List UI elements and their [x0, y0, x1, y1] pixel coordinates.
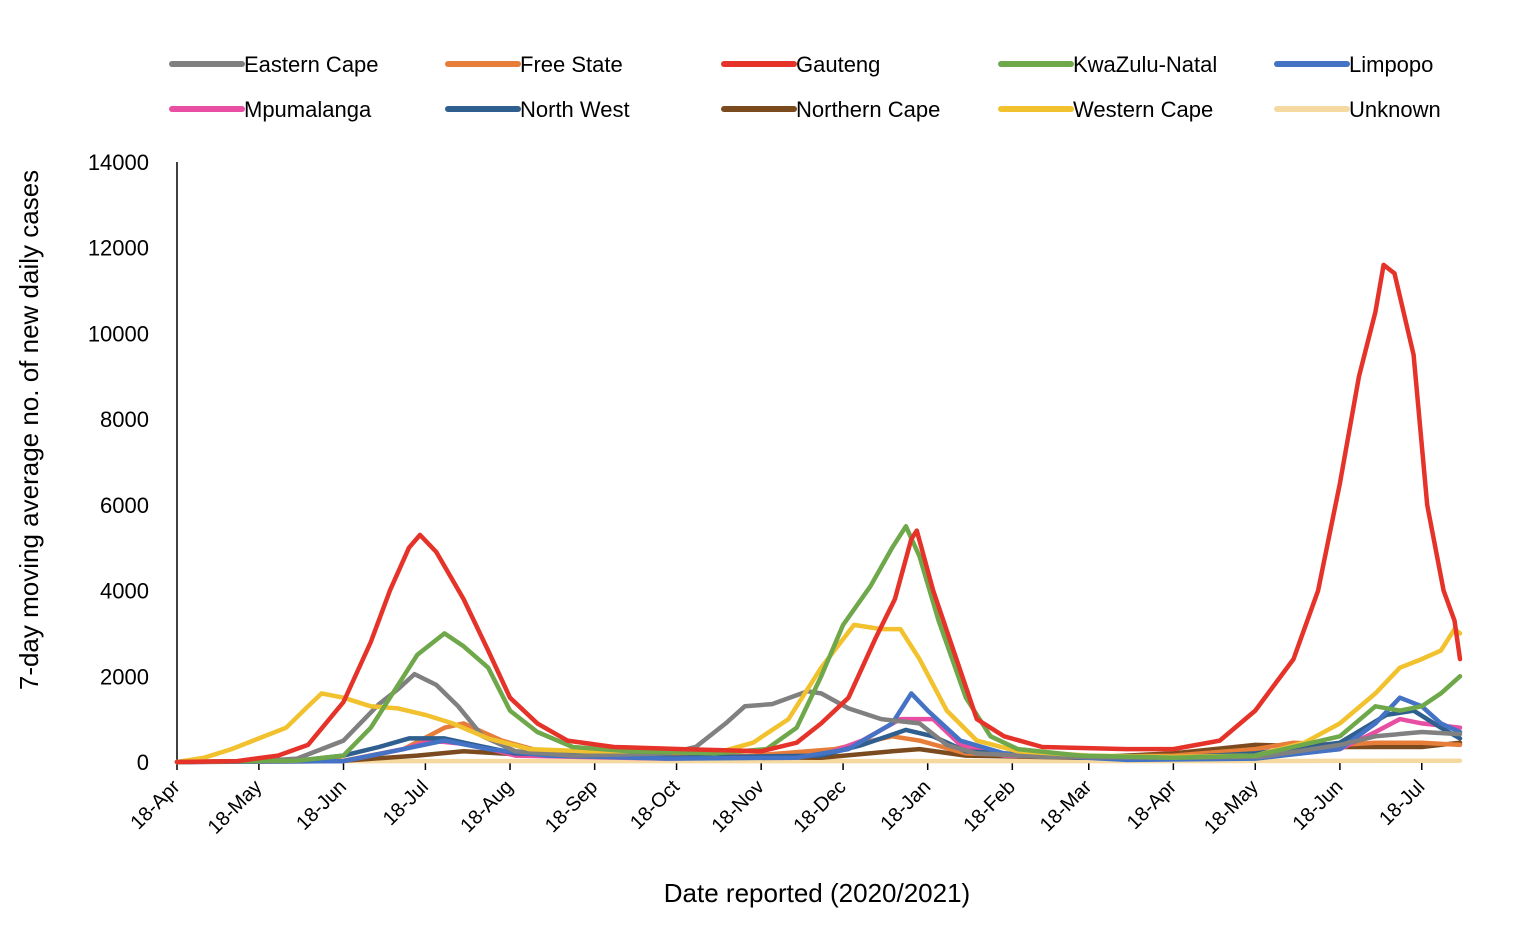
- legend-label: Gauteng: [796, 52, 880, 77]
- y-tick-label: 14000: [88, 150, 149, 175]
- legend-item: Limpopo: [1274, 52, 1433, 77]
- x-tick-label: 18-Jul: [1375, 776, 1429, 830]
- legend-item: Eastern Cape: [169, 52, 379, 77]
- series-line-north-west: [174, 708, 1463, 765]
- y-tick-label: 6000: [100, 493, 149, 518]
- y-tick-label: 2000: [100, 664, 149, 689]
- legend-item: Gauteng: [721, 52, 880, 77]
- x-axis-title: Date reported (2020/2021): [664, 878, 970, 908]
- legend-label: North West: [520, 97, 630, 122]
- y-axis: 0 2000 4000 6000 8000 10000 12000 14000: [88, 150, 178, 775]
- x-tick-label: 18-May: [204, 776, 267, 839]
- legend-item: Northern Cape: [721, 97, 940, 122]
- x-tick-label: 18-Sep: [541, 776, 602, 837]
- legend-item: KwaZulu-Natal: [998, 52, 1217, 77]
- legend-label: Free State: [520, 52, 623, 77]
- series-line-western-cape: [174, 622, 1463, 765]
- x-tick-label: 18-Dec: [789, 776, 850, 837]
- legend-label: Mpumalanga: [244, 97, 372, 122]
- x-axis: 18-Apr 18-May 18-Jun 18-Jul 18-Aug 18-Sep 18-O…: [127, 761, 1460, 839]
- x-tick-label: 18-Jun: [292, 776, 351, 835]
- x-tick-label: 18-Jun: [1289, 776, 1348, 835]
- legend: Eastern Cape Free State Gauteng KwaZulu-Nat…: [169, 52, 1441, 122]
- legend-item: Western Cape: [998, 97, 1213, 122]
- legend-label: Limpopo: [1349, 52, 1433, 77]
- x-tick-label: 18-Aug: [456, 776, 517, 837]
- x-tick-label: 18-Apr: [127, 776, 185, 834]
- x-tick-label: 18-Mar: [1036, 776, 1097, 837]
- legend-item: Mpumalanga: [169, 97, 372, 122]
- y-tick-label: 12000: [88, 236, 149, 261]
- y-axis-title: 7-day moving average no. of new daily ca…: [14, 170, 44, 690]
- y-tick-label: 0: [137, 750, 149, 775]
- legend-item: Free State: [445, 52, 623, 77]
- x-tick-label: 18-Nov: [708, 776, 769, 837]
- x-tick-label: 18-Jan: [876, 776, 935, 835]
- x-tick-label: 18-Jul: [379, 776, 433, 830]
- legend-label: Northern Cape: [796, 97, 940, 122]
- legend-label: Western Cape: [1073, 97, 1213, 122]
- x-tick-label: 18-Feb: [959, 776, 1019, 836]
- y-tick-label: 4000: [100, 579, 149, 604]
- x-tick-label: 18-Apr: [1123, 776, 1181, 834]
- y-tick-label: 8000: [100, 407, 149, 432]
- legend-label: KwaZulu-Natal: [1073, 52, 1217, 77]
- legend-item: North West: [445, 97, 630, 122]
- y-tick-label: 10000: [88, 321, 149, 346]
- x-tick-label: 18-Oct: [626, 776, 684, 834]
- series-line-kwazulu-natal: [174, 524, 1463, 765]
- x-tick-label: 18-May: [1200, 776, 1263, 839]
- legend-label: Unknown: [1349, 97, 1441, 122]
- legend-label: Eastern Cape: [244, 52, 379, 77]
- legend-item: Unknown: [1274, 97, 1441, 122]
- series-layer: [174, 262, 1463, 765]
- series-line-gauteng: [174, 262, 1463, 765]
